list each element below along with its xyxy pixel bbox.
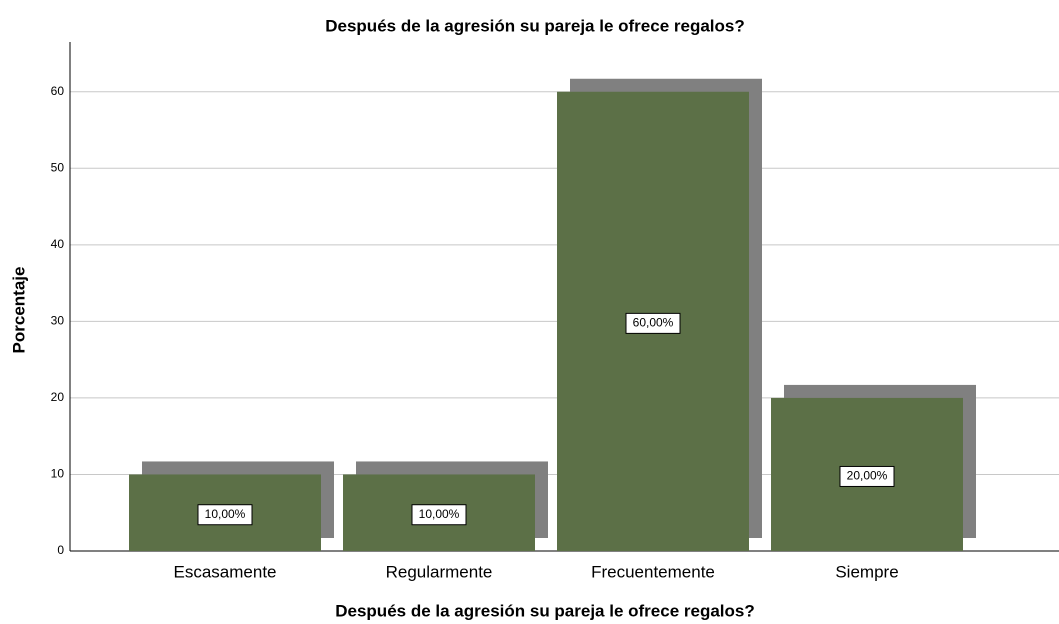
y-tick-label: 50 xyxy=(51,160,65,174)
value-label: 20,00% xyxy=(847,469,888,483)
value-label: 60,00% xyxy=(633,316,674,330)
y-tick-label: 40 xyxy=(51,237,65,251)
chart-title: Después de la agresión su pareja le ofre… xyxy=(325,16,745,35)
x-axis-title: Después de la agresión su pareja le ofre… xyxy=(335,601,755,620)
x-tick-label: Frecuentemente xyxy=(591,562,715,581)
value-label: 10,00% xyxy=(205,507,246,521)
value-label-box xyxy=(625,312,681,334)
y-tick-label: 20 xyxy=(51,390,65,404)
y-tick-label: 60 xyxy=(51,84,65,98)
x-tick-label: Escasamente xyxy=(174,562,277,581)
y-tick-label: 0 xyxy=(57,543,64,557)
value-label: 10,00% xyxy=(419,507,460,521)
y-tick-label: 10 xyxy=(51,467,65,481)
x-tick-label: Regularmente xyxy=(386,562,493,581)
y-tick-label: 30 xyxy=(51,314,65,328)
value-label-box xyxy=(411,504,467,526)
value-label-box xyxy=(197,504,253,526)
value-label-box xyxy=(839,465,895,487)
y-axis-title: Porcentaje xyxy=(9,267,28,354)
x-tick-label: Siempre xyxy=(835,562,898,581)
